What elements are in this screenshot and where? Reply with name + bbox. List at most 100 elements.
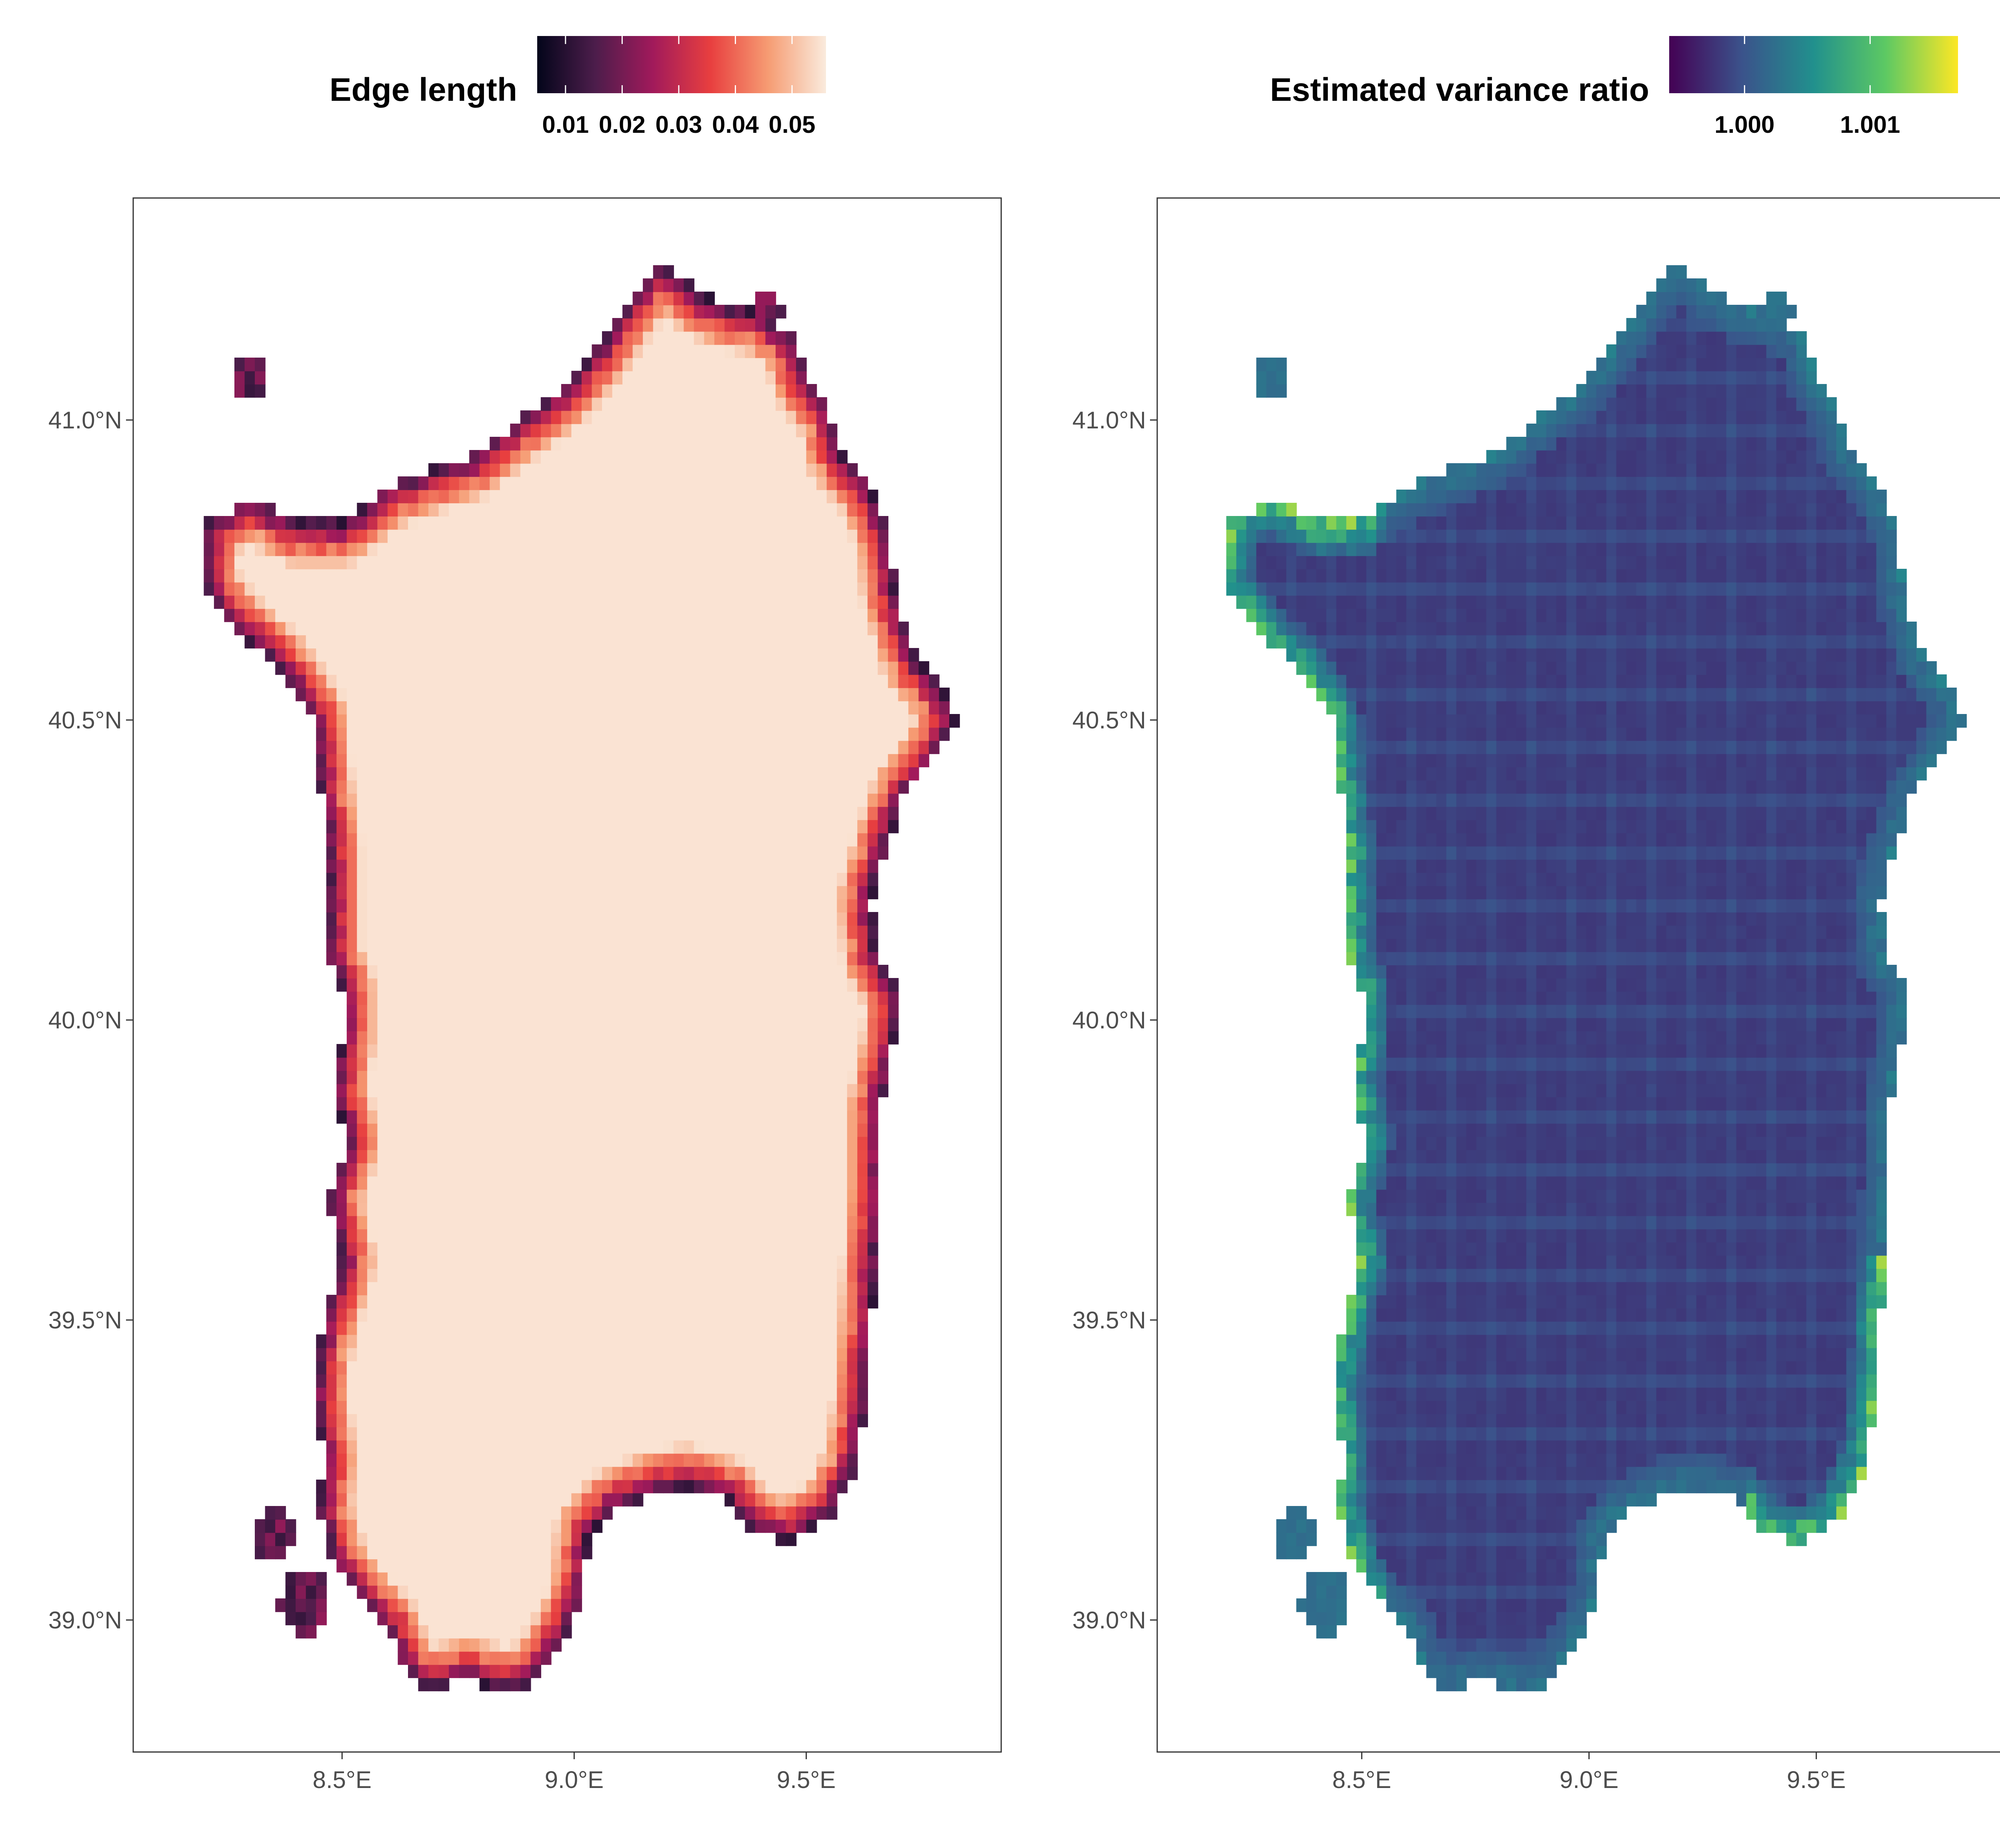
heatmap-cell [551,410,562,424]
heatmap-cell [602,1044,613,1058]
heatmap-cell [510,965,521,979]
heatmap-cell [571,1057,582,1071]
heatmap-cell [469,727,480,741]
heatmap-cell [500,754,511,768]
heatmap-cell [551,740,562,754]
heatmap-cell [806,1361,817,1375]
heatmap-cell [898,635,909,649]
heatmap-cell [786,1018,797,1032]
heatmap-cell [418,1189,429,1203]
heatmap-cell [530,714,541,728]
heatmap-cell [755,1466,766,1480]
heatmap-cell [500,1664,511,1678]
heatmap-cell [704,1348,715,1362]
heatmap-cell [734,872,746,886]
heatmap-cell [663,1176,674,1190]
heatmap-cell [786,1084,797,1098]
heatmap-cell [326,1466,337,1480]
heatmap-cell [234,529,245,543]
heatmap-cell [837,542,848,556]
heatmap-cell [582,1453,592,1467]
heatmap-cell [346,622,358,636]
heatmap-cell [857,503,868,517]
heatmap-cell [826,608,838,622]
heatmap-cell [602,397,613,411]
heatmap-cell [582,1519,592,1533]
heatmap-cell [878,1057,888,1071]
heatmap-cell [551,608,562,622]
heatmap-cell [459,1598,470,1612]
heatmap-cell [571,1189,582,1203]
heatmap-cell [479,1334,490,1348]
heatmap-cell [459,1136,470,1150]
heatmap-cell [490,503,500,517]
heatmap-cell [734,661,746,675]
heatmap-cell [694,886,705,900]
heatmap-cell [561,1255,572,1269]
heatmap-cell [408,622,419,636]
heatmap-cell [285,582,296,596]
heatmap-cell [571,1374,582,1388]
heatmap-cell [755,701,766,715]
heatmap-cell [398,1255,409,1269]
heatmap-cell [490,727,500,741]
heatmap-cell [632,1348,644,1362]
heatmap-cell [377,542,388,556]
heatmap-cell [377,1097,388,1111]
heatmap-cell [632,1070,644,1084]
heatmap-cell [684,1202,694,1216]
heatmap-cell [500,1559,511,1573]
heatmap-cell [704,1374,715,1388]
heatmap-cell [408,1031,419,1045]
heatmap-cell [786,991,797,1005]
heatmap-cell [878,635,888,649]
heatmap-cell [745,886,756,900]
heatmap-cell [663,886,674,900]
heatmap-cell [694,754,705,768]
heatmap-cell [847,569,858,583]
heatmap-cell [684,635,694,649]
heatmap-cell [776,1295,786,1309]
heatmap-cell [684,701,694,715]
heatmap-cell [398,595,409,609]
heatmap-cell [357,714,368,728]
heatmap-cell [571,1084,582,1098]
heatmap-cell [346,1427,358,1441]
heatmap-cell [602,1440,613,1454]
heatmap-cell [837,1176,848,1190]
heatmap-cell [561,859,572,873]
heatmap-cell [684,1150,694,1164]
heatmap-cell [510,1242,521,1256]
heatmap-cell [806,1031,817,1045]
heatmap-cell [551,859,562,873]
heatmap-cell [234,556,245,570]
heatmap-cell [500,1493,511,1507]
heatmap-cell [551,503,562,517]
heatmap-cell [500,1229,511,1243]
heatmap-cell [806,1202,817,1216]
heatmap-cell [653,780,664,794]
heatmap-cell [602,1374,613,1388]
heatmap-cell [551,938,562,952]
heatmap-cell [622,1044,633,1058]
heatmap-cell [367,780,378,794]
heatmap-cell [418,1572,429,1586]
heatmap-cell [806,767,817,781]
heatmap-cell [479,1044,490,1058]
heatmap-cell [776,648,786,662]
heatmap-cell [408,846,419,860]
heatmap-cell [346,1546,358,1560]
heatmap-cell [786,727,797,741]
heatmap-cell [469,1004,480,1018]
heatmap-cell [806,978,817,992]
heatmap-cell [377,569,388,583]
heatmap-cell [510,1664,521,1678]
heatmap-cell [316,1572,327,1586]
heatmap-cell [418,1176,429,1190]
heatmap-cell [510,820,521,834]
heatmap-cell [745,397,756,411]
heatmap-cell [867,793,878,807]
heatmap-cell [612,1202,623,1216]
heatmap-cell [776,1480,786,1494]
heatmap-cell [510,1493,521,1507]
